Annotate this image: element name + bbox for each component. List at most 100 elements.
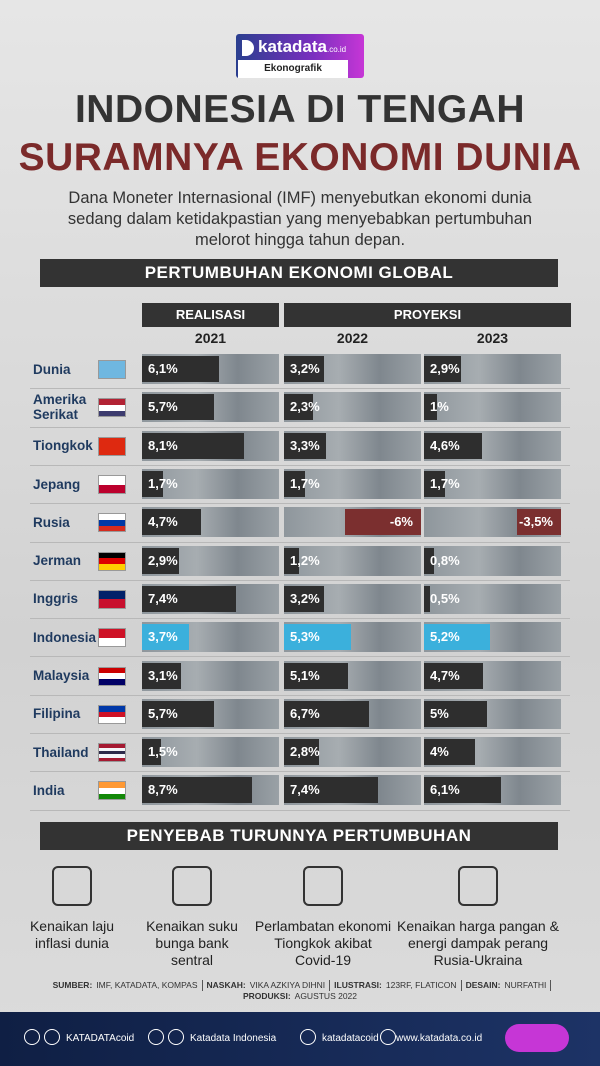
category-label: Malaysia xyxy=(33,668,90,684)
category-label: Rusia xyxy=(33,514,70,530)
credit-value: IMF, KATADATA, KOMPAS xyxy=(96,980,198,990)
legend-year: 2021 xyxy=(194,330,227,346)
value-label: 4,7% xyxy=(148,514,178,530)
section-title: PENYEBAB TURUNNYA PERTUMBUHAN xyxy=(40,822,558,850)
legend-year: 2023 xyxy=(476,330,509,346)
value-label: 3,2% xyxy=(290,361,320,377)
flag xyxy=(98,666,126,686)
flag-stripe xyxy=(99,673,125,679)
value-label: 0,5% xyxy=(430,590,460,606)
flag-stripe xyxy=(99,410,125,417)
bar xyxy=(142,432,245,459)
flag-stripe xyxy=(99,484,125,494)
legend-year: 2022 xyxy=(336,330,369,346)
cause-icon xyxy=(303,866,343,906)
chart: REALISASI PROYEKSI 2021 2022 2023 Dunia 6,1% 3,… xyxy=(30,303,571,811)
group-label: PROYEKSI xyxy=(284,303,571,327)
social-icon xyxy=(148,1029,164,1045)
credit-value: VIKA AZKIYA DIHNI xyxy=(249,980,326,990)
value-label: 4% xyxy=(430,744,449,760)
cause-text: Kenaikan suku bunga bank sentral xyxy=(146,918,238,968)
flag-stripe xyxy=(99,754,125,758)
flag xyxy=(98,551,126,571)
credit-label: PRODUKSI: xyxy=(242,991,291,1001)
credits: SUMBER: IMF, KATADATA, KOMPAS NASKAH: VIKA … xyxy=(20,980,580,1002)
value-label: 5,7% xyxy=(148,705,178,721)
title: INDONESIA DI TENGAH xyxy=(74,88,526,131)
cell: 5% xyxy=(424,698,561,729)
flag xyxy=(98,398,126,418)
cell: 3,7% xyxy=(142,622,279,653)
cell: 8,1% xyxy=(142,430,279,461)
flag-stripe xyxy=(99,552,125,559)
cell: 4,6% xyxy=(424,430,561,461)
value-label: 5,2% xyxy=(430,629,460,645)
flag-stripe xyxy=(99,717,125,723)
value-label: 1,7% xyxy=(148,476,178,492)
cell: 8,7% xyxy=(142,775,279,806)
row-divider xyxy=(30,541,570,543)
value-label: 5,3% xyxy=(290,629,320,645)
cell: 4,7% xyxy=(142,507,279,538)
cell: 3,1% xyxy=(142,660,279,691)
bar xyxy=(424,777,502,804)
cell: 5,7% xyxy=(142,698,279,729)
cause-icon xyxy=(458,866,498,906)
flag-stripe xyxy=(99,750,125,755)
cell: 1,7% xyxy=(424,469,561,500)
flag xyxy=(98,704,126,724)
bar xyxy=(424,739,475,766)
bar xyxy=(142,624,189,651)
bar xyxy=(284,471,306,498)
credit: PRODUKSI: AGUSTUS 2022 xyxy=(239,991,361,1002)
cause-icon xyxy=(172,866,212,906)
category-label: India xyxy=(33,782,65,798)
value-label: 6,1% xyxy=(148,361,178,377)
value-label: 8,7% xyxy=(148,782,178,798)
value-label: 1,7% xyxy=(290,476,320,492)
bar xyxy=(142,471,164,498)
category-label: Jepang xyxy=(33,476,81,492)
value-label: 4,7% xyxy=(430,667,460,683)
value-label: 3,3% xyxy=(290,437,320,453)
flag-stripe xyxy=(99,705,125,712)
cell: 3,2% xyxy=(284,583,421,614)
value-label: -3,5% xyxy=(519,514,553,530)
bar xyxy=(284,547,300,574)
subtitle: Dana Moneter Internasional (IMF) menyebu… xyxy=(67,189,533,249)
flag-stripe xyxy=(99,782,125,789)
flag-stripe xyxy=(99,637,125,647)
bar xyxy=(516,509,561,536)
flag-stripe xyxy=(99,793,125,800)
value-label: 5% xyxy=(430,705,449,721)
title: SURAMNYA EKONOMI DUNIA xyxy=(18,136,582,179)
logo-mark xyxy=(242,40,254,56)
row-divider xyxy=(30,426,570,428)
logo-suffix: .co.id xyxy=(326,45,347,54)
flag xyxy=(98,589,126,609)
flag-stripe xyxy=(99,558,125,564)
bar xyxy=(142,585,236,612)
bar xyxy=(284,739,320,766)
row-divider xyxy=(30,656,570,658)
credit: SUMBER: IMF, KATADATA, KOMPAS xyxy=(49,980,203,991)
bar xyxy=(284,662,349,689)
cell: -3,5% xyxy=(424,507,561,538)
value-label: 1,7% xyxy=(430,476,460,492)
flag-stripe xyxy=(99,788,125,794)
cause-icon xyxy=(52,866,92,906)
credit: ILUSTRASI: 123RF, FLATICON xyxy=(330,980,462,991)
category-label: Amerika Serikat xyxy=(33,392,87,423)
cell: 1,7% xyxy=(284,469,421,500)
license-badge xyxy=(505,1024,569,1052)
bar xyxy=(142,662,182,689)
bar xyxy=(142,356,220,383)
social-icon xyxy=(44,1029,60,1045)
value-label: 1,2% xyxy=(290,552,320,568)
flag-stripe xyxy=(99,629,125,638)
bar xyxy=(142,547,179,574)
flag-stripe xyxy=(99,361,125,379)
row-divider xyxy=(30,694,570,696)
category-label: Inggris xyxy=(33,591,79,607)
